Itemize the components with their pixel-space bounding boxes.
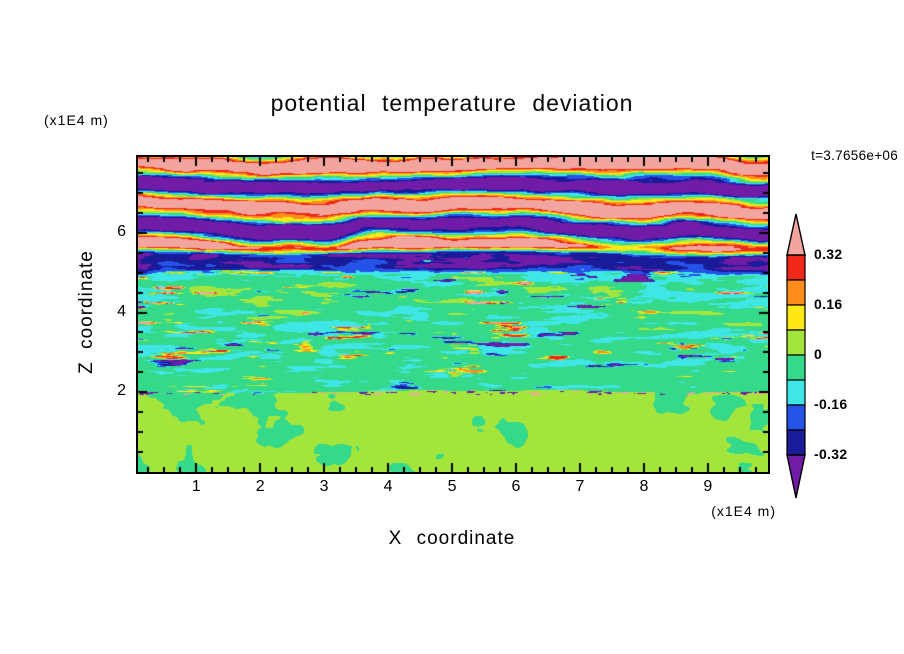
colorbar-band xyxy=(786,254,806,281)
x-tick-label: 5 xyxy=(447,478,457,495)
colorbar-tick-label: -0.16 xyxy=(814,396,848,412)
x-tick-label: 2 xyxy=(255,478,265,495)
x-tick-label: 8 xyxy=(639,478,649,495)
colorbar-band xyxy=(786,379,806,406)
x-tick-label: 4 xyxy=(383,478,393,495)
plot-frame xyxy=(136,155,770,474)
x-tick-label: 7 xyxy=(575,478,585,495)
colorbar-band xyxy=(786,404,806,431)
x-axis-title: X coordinate xyxy=(388,528,516,549)
colorbar-tick-label: 0.32 xyxy=(814,246,843,262)
colorbar-tick-label: 0 xyxy=(814,346,823,362)
colorbar-below-min-arrow xyxy=(786,454,806,499)
z-axis-title: Z coordinate xyxy=(76,250,97,374)
colorbar-tick-label: -0.32 xyxy=(814,446,848,462)
x-axis-unit-label: (x1E4 m) xyxy=(711,503,776,519)
z-tick-label: 6 xyxy=(117,222,126,240)
z-tick-label: 2 xyxy=(117,382,126,400)
x-tick-label: 6 xyxy=(511,478,521,495)
heatmap-canvas xyxy=(138,157,768,472)
colorbar xyxy=(786,213,806,501)
z-axis-unit-label: (x1E4 m) xyxy=(44,112,109,128)
x-tick-label: 3 xyxy=(319,478,329,495)
colorbar-band xyxy=(786,429,806,456)
x-tick-label: 9 xyxy=(703,478,713,495)
colorbar-band xyxy=(786,354,806,381)
x-tick-label: 1 xyxy=(191,478,201,495)
colorbar-band xyxy=(786,304,806,331)
timestamp-label: t=3.7656e+06 xyxy=(811,148,898,163)
colorbar-gradient xyxy=(786,213,806,499)
colorbar-tick-label: 0.16 xyxy=(814,296,843,312)
colorbar-above-max-arrow xyxy=(786,213,806,256)
colorbar-band xyxy=(786,329,806,356)
chart-title: potential temperature deviation xyxy=(270,90,634,116)
colorbar-band xyxy=(786,279,806,306)
z-tick-label: 4 xyxy=(117,302,126,320)
